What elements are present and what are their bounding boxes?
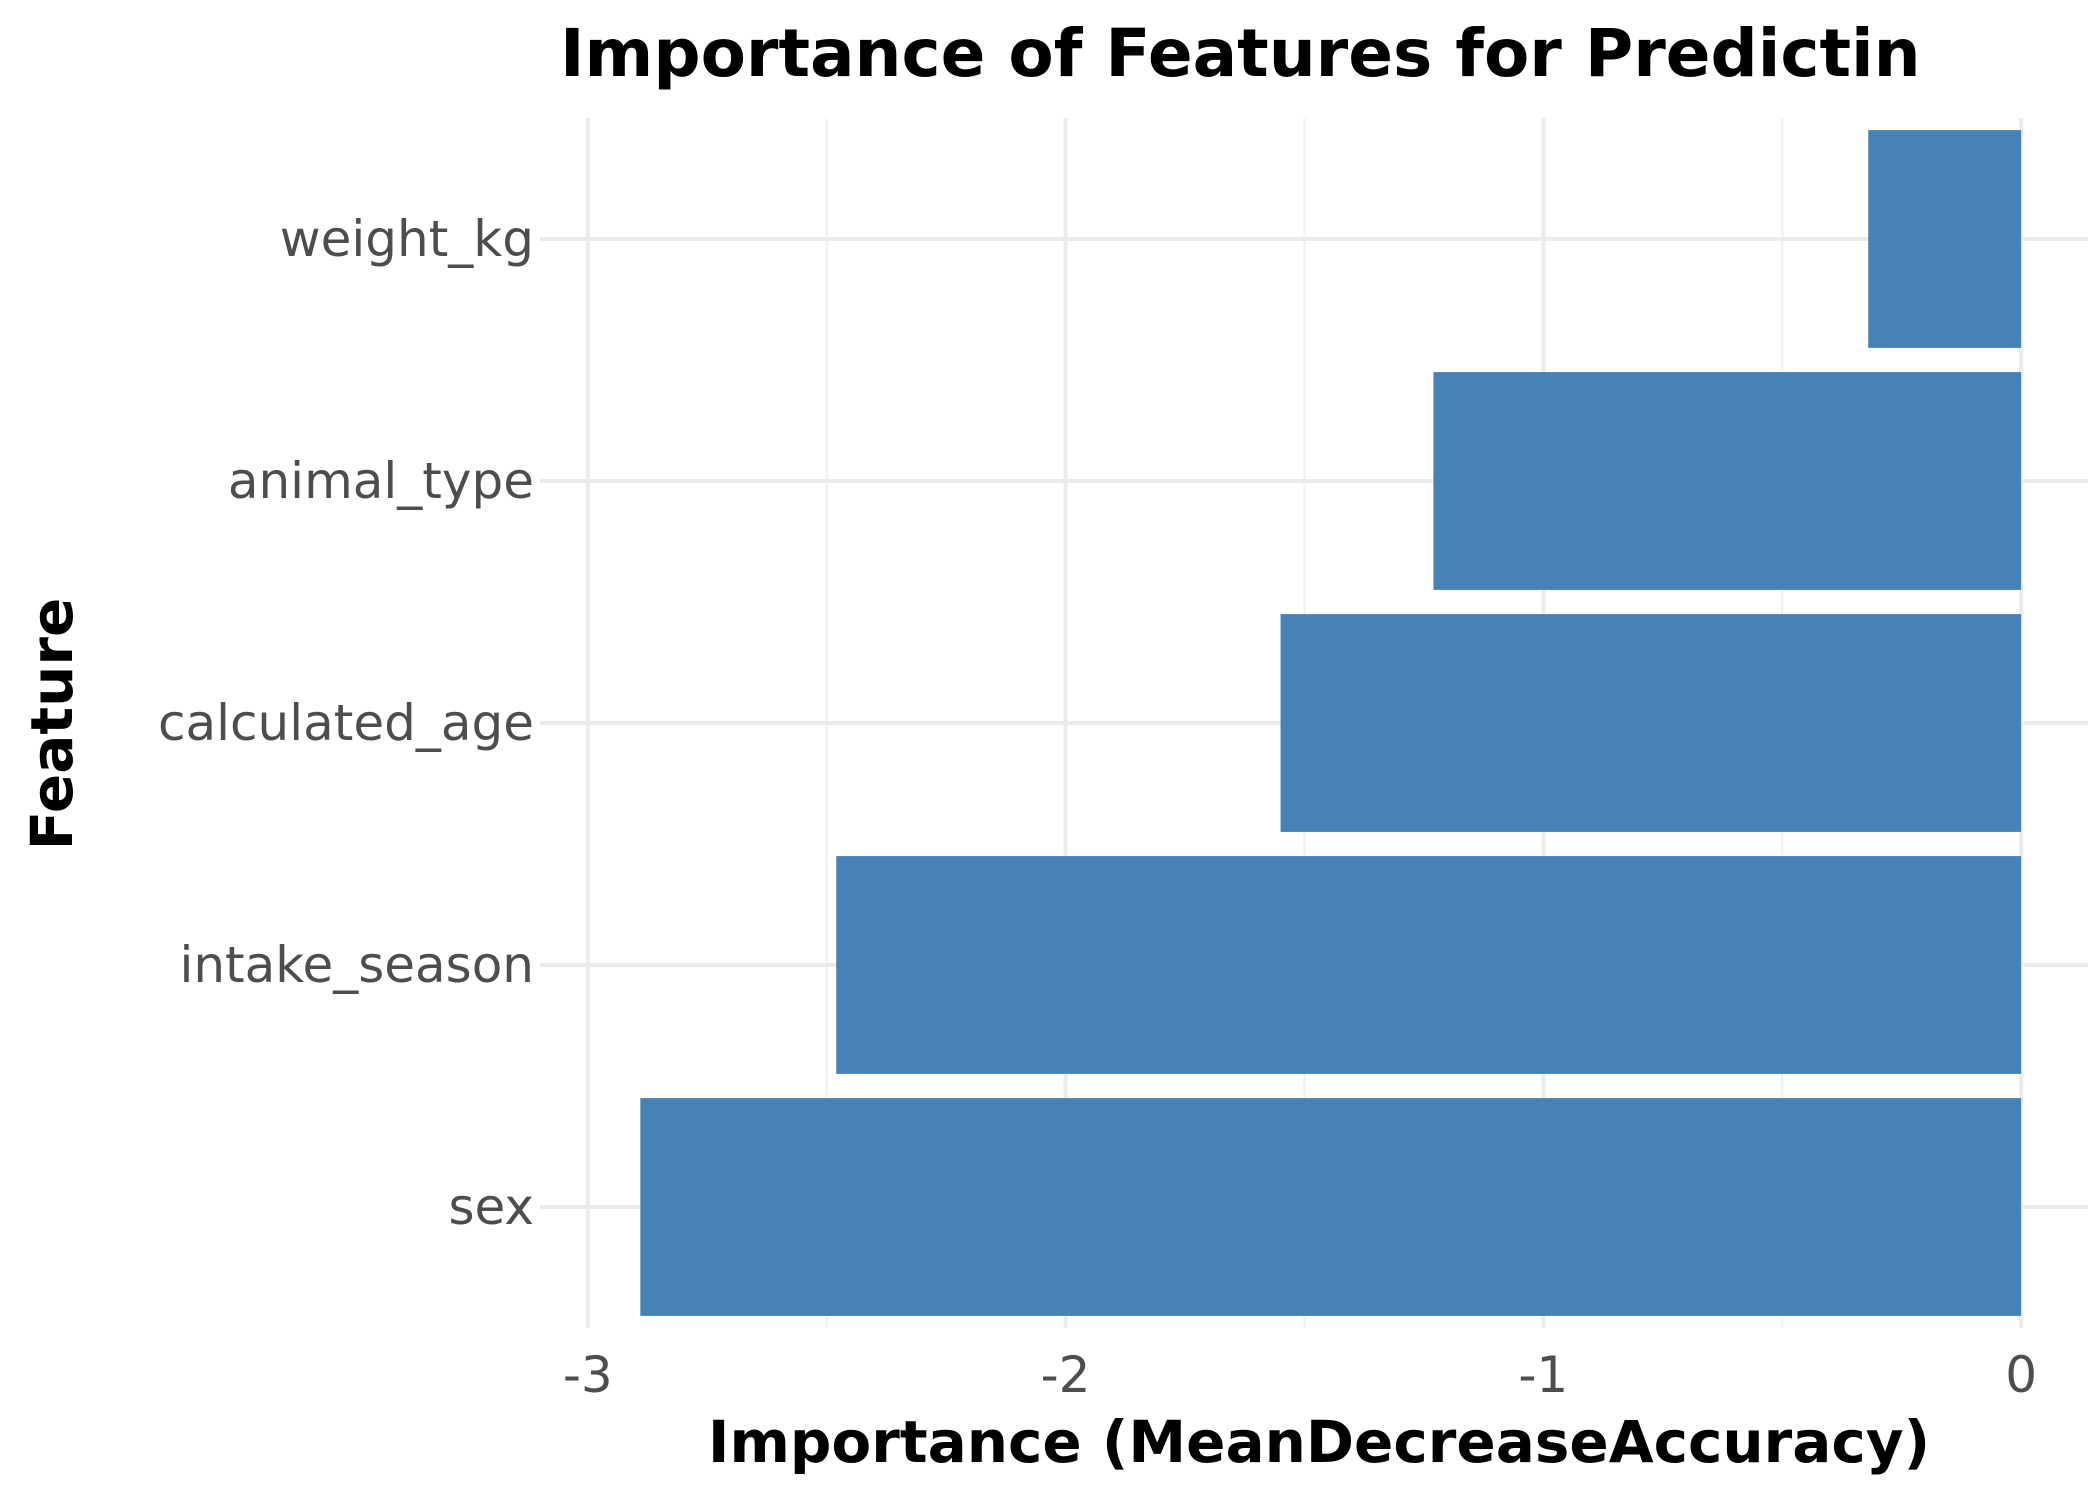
- y-tick-label: animal_type: [228, 452, 534, 510]
- y-tick-label: intake_season: [179, 936, 534, 994]
- bar-intake-season: [836, 856, 2022, 1074]
- bar-animal-type: [1433, 372, 2022, 590]
- bar-calculated-age: [1280, 614, 2022, 832]
- bars: [640, 130, 2022, 1316]
- y-tick-label: sex: [448, 1178, 534, 1236]
- x-tick-label: -2: [1041, 1346, 1091, 1404]
- bar-weight-kg: [1868, 130, 2022, 348]
- x-tick-labels: -3 -2 -1 0: [563, 1346, 2037, 1404]
- y-tick-label: calculated_age: [158, 694, 534, 752]
- y-tick-labels: weight_kg animal_type calculated_ageintake…: [158, 210, 534, 1236]
- x-tick-label: -1: [1518, 1346, 1568, 1404]
- bar-sex: [640, 1098, 2022, 1316]
- x-tick-label: 0: [2005, 1346, 2037, 1404]
- chart-title: Importance of Features for Predictin: [560, 15, 1921, 92]
- x-tick-label: -3: [563, 1346, 613, 1404]
- y-axis-title: Feature: [18, 598, 86, 851]
- x-axis-title: Importance (MeanDecreaseAccuracy): [708, 1408, 1930, 1476]
- y-tick-label: weight_kg: [280, 210, 534, 268]
